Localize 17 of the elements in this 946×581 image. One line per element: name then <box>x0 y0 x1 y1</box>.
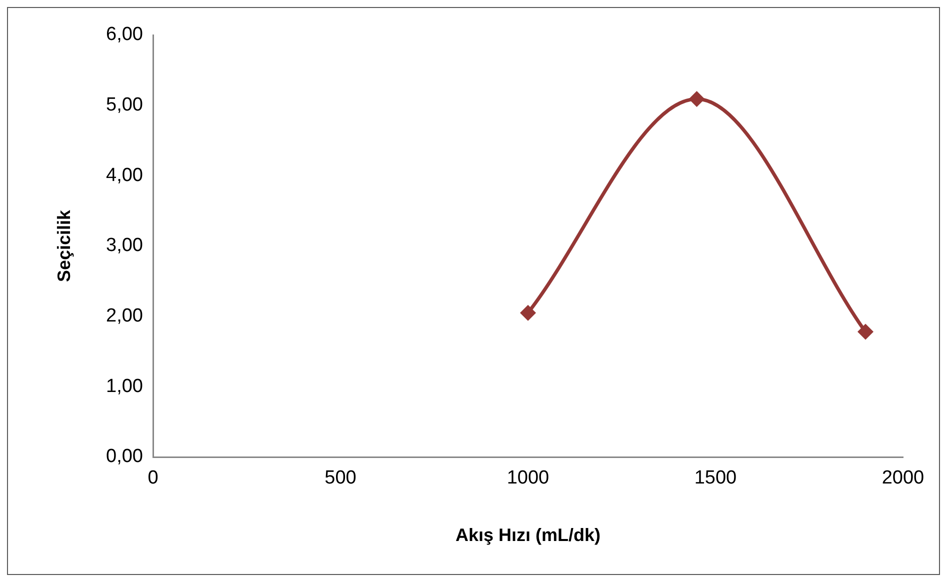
y-tick-label: 0,00 <box>106 446 143 468</box>
y-tick-label: 1,00 <box>106 376 143 397</box>
y-axis-title: Seçicilik <box>54 208 74 282</box>
point <box>858 324 874 340</box>
point <box>688 91 705 108</box>
y-tick-label: 2,00 <box>106 306 143 327</box>
y-tick-label: 6,00 <box>106 24 143 46</box>
y-tick-label: 3,00 <box>106 235 143 256</box>
y-tick-label: 4,00 <box>106 164 143 186</box>
x-axis-title: Akış Hızı (mL/dk) <box>455 525 601 546</box>
x-tick-label: 1500 <box>694 468 737 489</box>
x-tick-label: 500 <box>324 468 356 489</box>
y-tick-label: 5,00 <box>106 94 143 116</box>
x-tick-label: 0 <box>148 468 158 489</box>
point <box>520 304 536 321</box>
x-tick-label: 2000 <box>882 468 924 489</box>
x-tick-label: 1000 <box>506 468 550 489</box>
